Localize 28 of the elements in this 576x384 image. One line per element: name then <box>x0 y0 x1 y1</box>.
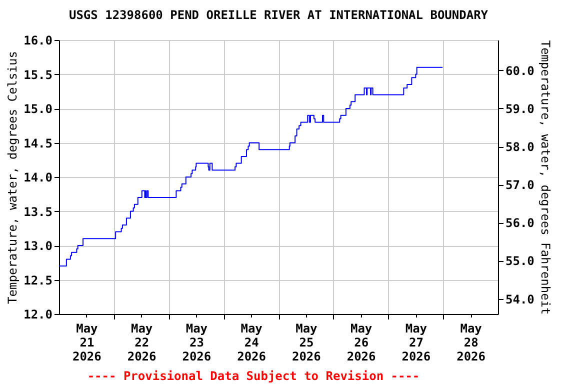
y2-tick-label: 60.0 <box>506 64 534 78</box>
y2-tick-label: 58.0 <box>506 140 534 154</box>
x-tick-label: May 27 2026 <box>402 322 431 364</box>
x-tick-label: May 28 2026 <box>456 322 486 364</box>
x-tick-label: May 24 2026 <box>237 322 266 364</box>
y-tick-label: 12.5 <box>24 273 52 288</box>
chart-title: USGS 12398600 PEND OREILLE RIVER AT INTERNATIONAL BOUNDARY <box>68 8 489 22</box>
y-tick-label: 14.0 <box>24 170 52 184</box>
y2-axis-title: Temperature, water, degrees Fahrenheit <box>538 40 552 315</box>
y2-tick-label: 56.0 <box>506 216 534 230</box>
x-tick-label: May 26 2026 <box>346 322 376 364</box>
x-tick-label: May 21 2026 <box>72 322 102 364</box>
y-axis-title: Temperature, water, degrees Celsius <box>6 51 20 304</box>
y-tick-label: 13.5 <box>24 204 52 219</box>
y2-tick-label: 55.0 <box>506 254 534 268</box>
x-tick-label: May 23 2026 <box>182 322 212 364</box>
y2-tick-label: 59.0 <box>506 102 534 116</box>
y-tick-label: 15.5 <box>24 68 52 82</box>
x-tick-label: May 22 2026 <box>127 322 156 364</box>
y2-tick-label: 57.0 <box>506 178 534 192</box>
y2-tick-label: 54.0 <box>506 292 534 306</box>
y-tick-label: 16.0 <box>24 34 52 48</box>
y-tick-label: 12.0 <box>24 308 52 322</box>
y-tick-label: 13.0 <box>24 239 52 253</box>
x-tick-label: May 25 2026 <box>292 322 321 364</box>
text: ---- Provisional Data Subject to Revision ---- <box>87 369 420 383</box>
y-tick-label: 14.5 <box>24 136 52 150</box>
y-tick-label: 15.0 <box>24 102 52 116</box>
